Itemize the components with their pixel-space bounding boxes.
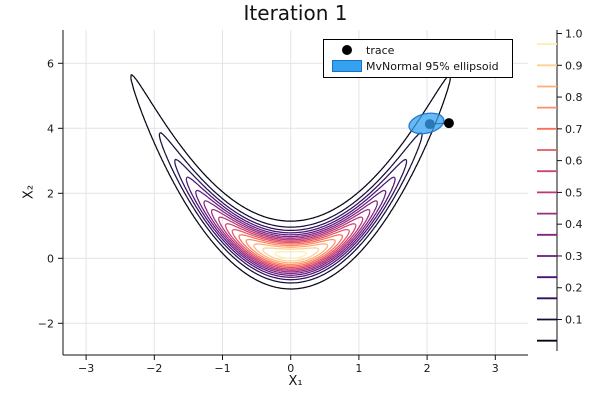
contour-level-path	[253, 243, 329, 264]
contour-level-path	[195, 189, 387, 276]
gridlines	[63, 30, 528, 355]
colorbar-tick-label: 0.1	[565, 314, 583, 327]
legend-label-trace: trace	[366, 43, 395, 57]
colorbar-tick-label: 0.9	[565, 59, 583, 72]
contour-level-path	[185, 176, 396, 278]
legend-item-trace: trace	[328, 42, 508, 58]
x-tick-label: 0	[287, 362, 294, 375]
x-tick-label: 2	[424, 362, 431, 375]
tick-labels: −3 −2 −1 0 1 2 3 −2 0 2 4 6	[38, 57, 499, 375]
x-tick-label: −1	[214, 362, 230, 375]
contour-level-path	[224, 222, 357, 270]
colorbar-tick-label: 1.0	[565, 28, 583, 41]
x-tick-label: −2	[146, 362, 162, 375]
colorbar-tick-label: 0.8	[565, 91, 583, 104]
colorbar-tick-label: 0.2	[565, 282, 583, 295]
trace-point	[443, 118, 454, 129]
contour-level-path	[210, 208, 371, 273]
y-tick-label: 0	[47, 252, 54, 265]
contour-level-path	[203, 200, 378, 275]
y-tick-label: 4	[47, 122, 54, 135]
ellipsoid-swatch-icon	[328, 60, 366, 72]
colorbar-tick-label: 0.3	[565, 250, 583, 263]
contour-level-path	[218, 216, 364, 272]
contour-level-path	[231, 228, 350, 269]
markers	[408, 112, 454, 135]
chart-title: Iteration 1	[243, 1, 348, 25]
contour-level-path	[174, 158, 408, 281]
axes	[58, 30, 528, 360]
contour-level-path	[158, 131, 423, 284]
y-tick-label: 2	[47, 187, 54, 200]
colorbar: 0.1 0.2 0.3 0.4 0.5 0.6 0.7 0.8 0.9 1.0	[537, 28, 583, 351]
colorbar-tick-label: 0.4	[565, 218, 583, 231]
contour-level-path	[274, 251, 308, 260]
colorbar-tick-label: 0.5	[565, 186, 583, 199]
colorbar-tick-label: 0.7	[565, 123, 583, 136]
x-tick-label: −3	[78, 362, 94, 375]
y-tick-label: −2	[38, 317, 54, 330]
contour-level-path	[245, 238, 336, 266]
legend-item-ellipsoid: MvNormal 95% ellipsoid	[328, 58, 508, 74]
y-tick-label: 6	[47, 57, 54, 70]
contour-level-path	[238, 234, 344, 267]
contour-level-path	[262, 247, 320, 262]
x-tick-label: 1	[355, 362, 362, 375]
legend: trace MvNormal 95% ellipsoid	[323, 39, 513, 78]
legend-label-ellipsoid: MvNormal 95% ellipsoid	[366, 59, 499, 73]
y-axis-label: X₂	[21, 184, 37, 200]
x-axis-label: X₁	[288, 374, 303, 389]
colorbar-tick-label: 0.6	[565, 155, 583, 168]
mvnormal-ellipse	[408, 112, 445, 135]
contour-lines	[130, 73, 452, 290]
trace-marker-icon	[328, 45, 366, 55]
x-tick-label: 3	[492, 362, 499, 375]
